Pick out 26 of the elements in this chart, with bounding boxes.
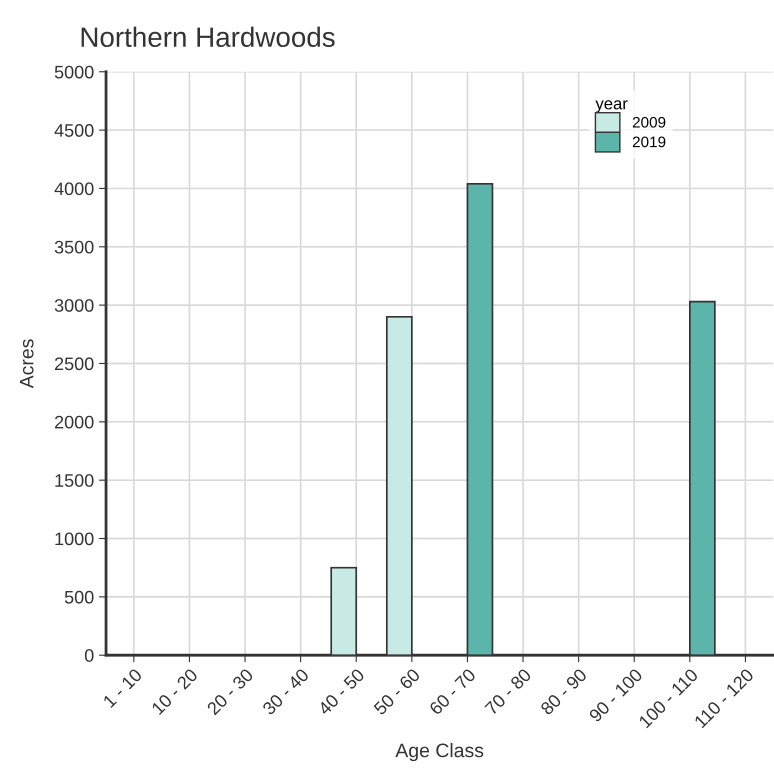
x-tick-label: 1 - 10	[102, 668, 143, 708]
y-tick-label: 1000	[55, 532, 94, 546]
legend-title: year	[595, 100, 628, 113]
x-tick-label: 40 - 50	[317, 668, 366, 716]
chart-title: Northern Hardwoods	[82, 26, 335, 48]
x-tick-label: 50 - 60	[372, 668, 421, 716]
x-tick-label: 20 - 30	[206, 668, 254, 716]
y-tick-label: 5000	[54, 66, 94, 78]
y-tick-label: 500	[64, 590, 94, 604]
y-tick-label: 2500	[54, 357, 94, 370]
x-tick-label: 60 - 70	[428, 668, 476, 716]
x-tick-label: 70 - 80	[484, 668, 532, 716]
y-tick-label: 4500	[54, 124, 94, 137]
y-tick-label: 3000	[54, 299, 94, 312]
y-tick-label: 4000	[54, 182, 94, 196]
x-tick-label: 80 - 90	[540, 668, 588, 716]
y-tick-label: 1500	[55, 474, 94, 487]
y-tick-label: 0	[84, 649, 94, 662]
legend-label: 2019	[632, 136, 666, 148]
y-tick-label: 3500	[54, 240, 94, 254]
x-axis-title: Age Class	[395, 743, 484, 762]
x-tick-label: 30 - 40	[262, 668, 310, 716]
y-axis-title: Acres	[20, 339, 34, 388]
y-tick-label: 2000	[54, 416, 94, 429]
legend-label: 2009	[632, 116, 666, 128]
x-tick-label: 10 - 20	[151, 668, 198, 716]
